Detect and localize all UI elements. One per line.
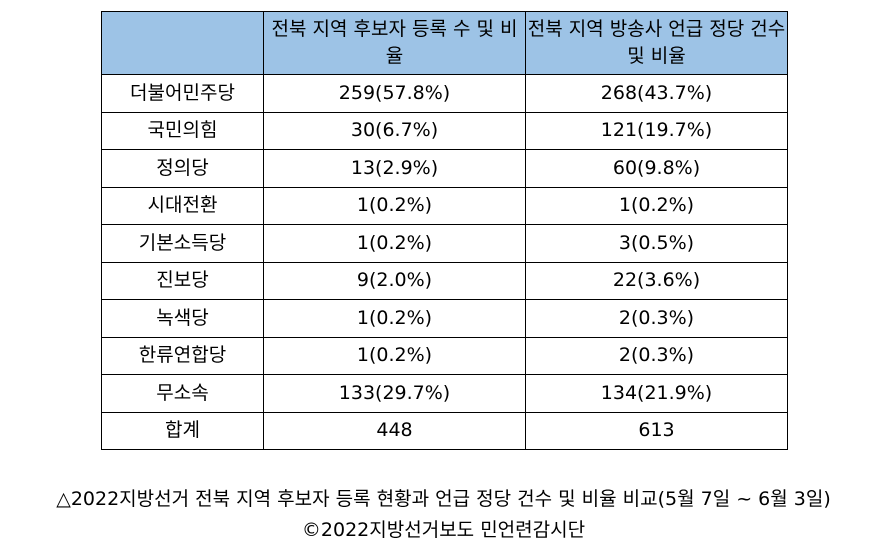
total-mention-cell: 613 — [525, 411, 788, 450]
table-row: 기본소득당 1(0.2%) 3(0.5%) — [101, 224, 788, 263]
registration-cell: 1(0.2%) — [263, 224, 526, 263]
party-name-cell: 한류연합당 — [101, 336, 264, 375]
table-row: 한류연합당 1(0.2%) 2(0.3%) — [101, 336, 788, 375]
registration-cell: 133(29.7%) — [263, 374, 526, 413]
header-broadcast-mentions: 전북 지역 방송사 언급 정당 건수 및 비율 — [525, 11, 788, 75]
total-label-cell: 합계 — [101, 411, 264, 450]
mention-cell: 60(9.8%) — [525, 149, 788, 188]
registration-cell: 9(2.0%) — [263, 261, 526, 300]
registration-cell: 1(0.2%) — [263, 186, 526, 225]
party-name-cell: 무소속 — [101, 374, 264, 413]
mention-cell: 1(0.2%) — [525, 186, 788, 225]
table-header-row: 전북 지역 후보자 등록 수 및 비율 전북 지역 방송사 언급 정당 건수 및… — [101, 11, 788, 75]
registration-cell: 1(0.2%) — [263, 336, 526, 375]
copyright-credit: ©2022지방선거보도 민언련감시단 — [301, 519, 586, 541]
header-candidate-registration: 전북 지역 후보자 등록 수 및 비율 — [263, 11, 526, 75]
party-name-cell: 녹색당 — [101, 299, 264, 338]
party-name-cell: 국민의힘 — [101, 111, 264, 150]
registration-cell: 259(57.8%) — [263, 74, 526, 113]
mention-cell: 121(19.7%) — [525, 111, 788, 150]
table-row: 녹색당 1(0.2%) 2(0.3%) — [101, 299, 788, 338]
mention-cell: 2(0.3%) — [525, 299, 788, 338]
mention-cell: 268(43.7%) — [525, 74, 788, 113]
table-row: 더불어민주당 259(57.8%) 268(43.7%) — [101, 74, 788, 113]
mention-cell: 134(21.9%) — [525, 374, 788, 413]
registration-cell: 1(0.2%) — [263, 299, 526, 338]
party-name-cell: 정의당 — [101, 149, 264, 188]
table-row-total: 합계 448 613 — [101, 411, 788, 450]
table-row: 국민의힘 30(6.7%) 121(19.7%) — [101, 111, 788, 150]
table-caption: △2022지방선거 전북 지역 후보자 등록 현황과 언급 정당 건수 및 비율… — [56, 488, 831, 510]
registration-cell: 13(2.9%) — [263, 149, 526, 188]
registration-cell: 30(6.7%) — [263, 111, 526, 150]
total-registration-cell: 448 — [263, 411, 526, 450]
mention-cell: 22(3.6%) — [525, 261, 788, 300]
table-row: 무소속 133(29.7%) 134(21.9%) — [101, 374, 788, 413]
party-name-cell: 기본소득당 — [101, 224, 264, 263]
party-name-cell: 진보당 — [101, 261, 264, 300]
party-name-cell: 더불어민주당 — [101, 74, 264, 113]
header-corner-cell — [101, 11, 264, 75]
table-row: 진보당 9(2.0%) 22(3.6%) — [101, 261, 788, 300]
party-name-cell: 시대전환 — [101, 186, 264, 225]
table-row: 정의당 13(2.9%) 60(9.8%) — [101, 149, 788, 188]
mention-cell: 3(0.5%) — [525, 224, 788, 263]
mention-cell: 2(0.3%) — [525, 336, 788, 375]
table-row: 시대전환 1(0.2%) 1(0.2%) — [101, 186, 788, 225]
comparison-table: 전북 지역 후보자 등록 수 및 비율 전북 지역 방송사 언급 정당 건수 및… — [101, 11, 788, 450]
